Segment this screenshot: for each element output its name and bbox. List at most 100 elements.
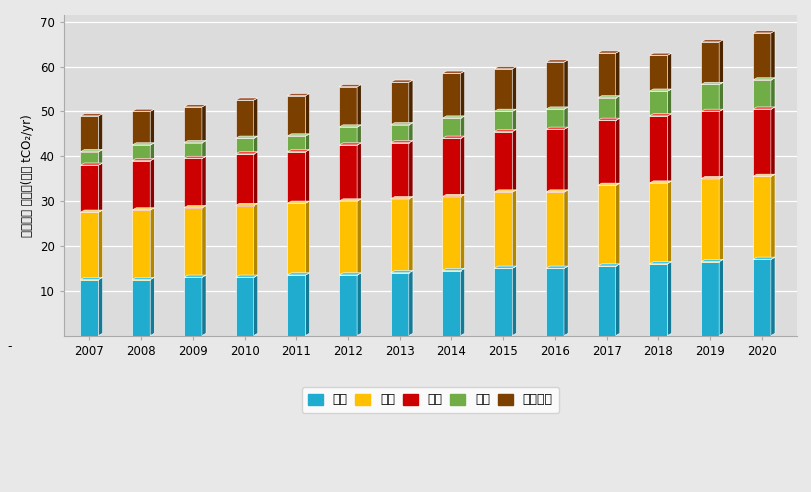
Bar [597,53,615,98]
Polygon shape [615,264,619,336]
Polygon shape [667,89,671,116]
Bar [597,185,615,266]
Polygon shape [98,163,102,212]
Bar [752,33,770,80]
Polygon shape [132,158,154,161]
Polygon shape [442,268,464,271]
Text: -: - [7,340,12,353]
Bar [338,201,357,275]
Bar [545,268,564,336]
Bar [132,210,150,279]
Polygon shape [305,134,309,152]
Polygon shape [408,197,413,273]
Polygon shape [202,141,206,158]
Polygon shape [202,275,206,336]
Bar [132,279,150,336]
Polygon shape [442,71,464,73]
Polygon shape [442,136,464,138]
Polygon shape [494,190,516,192]
Polygon shape [700,109,723,111]
Polygon shape [649,114,671,116]
Polygon shape [770,78,774,109]
Bar [338,275,357,336]
Polygon shape [183,275,206,277]
Polygon shape [98,277,102,336]
Polygon shape [235,98,257,100]
Polygon shape [494,129,516,131]
Bar [287,203,305,275]
Polygon shape [390,123,413,125]
Bar [752,109,770,177]
Polygon shape [357,199,361,275]
Polygon shape [770,257,774,336]
Bar [132,145,150,161]
Polygon shape [390,141,413,143]
Polygon shape [150,109,154,145]
Polygon shape [253,203,257,277]
Polygon shape [183,141,206,143]
Bar [287,275,305,336]
Bar [183,277,202,336]
Bar [390,143,408,199]
Bar [700,111,719,179]
Polygon shape [667,114,671,183]
Polygon shape [512,266,516,336]
Bar [338,127,357,145]
Polygon shape [545,107,568,109]
Bar [183,143,202,158]
Polygon shape [442,194,464,197]
Polygon shape [564,266,568,336]
Polygon shape [667,181,671,264]
Polygon shape [253,136,257,154]
Bar [390,199,408,273]
Bar [649,264,667,336]
Polygon shape [253,275,257,336]
Polygon shape [719,109,723,179]
Polygon shape [752,78,774,80]
Bar [442,73,460,118]
Bar [183,107,202,143]
Bar [235,277,253,336]
Polygon shape [494,266,516,268]
Polygon shape [390,271,413,273]
Polygon shape [700,259,723,262]
Bar [80,212,98,279]
Bar [235,100,253,138]
Polygon shape [338,125,361,127]
Polygon shape [253,152,257,206]
Bar [442,197,460,271]
Polygon shape [460,136,464,197]
Polygon shape [80,114,102,116]
Bar [700,42,719,85]
Polygon shape [597,118,619,121]
Bar [649,91,667,116]
Bar [287,96,305,136]
Polygon shape [80,150,102,152]
Polygon shape [150,143,154,161]
Polygon shape [752,174,774,177]
Bar [235,206,253,277]
Polygon shape [700,177,723,179]
Bar [183,208,202,277]
Bar [235,154,253,206]
Bar [700,85,719,111]
Polygon shape [305,93,309,136]
Bar [287,152,305,203]
Polygon shape [667,262,671,336]
Polygon shape [338,199,361,201]
Y-axis label: 온실가스 배출량(백만 tCO₂/yr): 온실가스 배출량(백만 tCO₂/yr) [21,114,34,237]
Bar [494,131,512,192]
Bar [494,192,512,268]
Polygon shape [564,60,568,109]
Polygon shape [132,143,154,145]
Polygon shape [287,273,309,275]
Polygon shape [287,150,309,152]
Polygon shape [494,109,516,111]
Bar [494,268,512,336]
Polygon shape [597,264,619,266]
Polygon shape [408,141,413,199]
Polygon shape [649,262,671,264]
Polygon shape [615,183,619,266]
Polygon shape [460,268,464,336]
Polygon shape [287,201,309,203]
